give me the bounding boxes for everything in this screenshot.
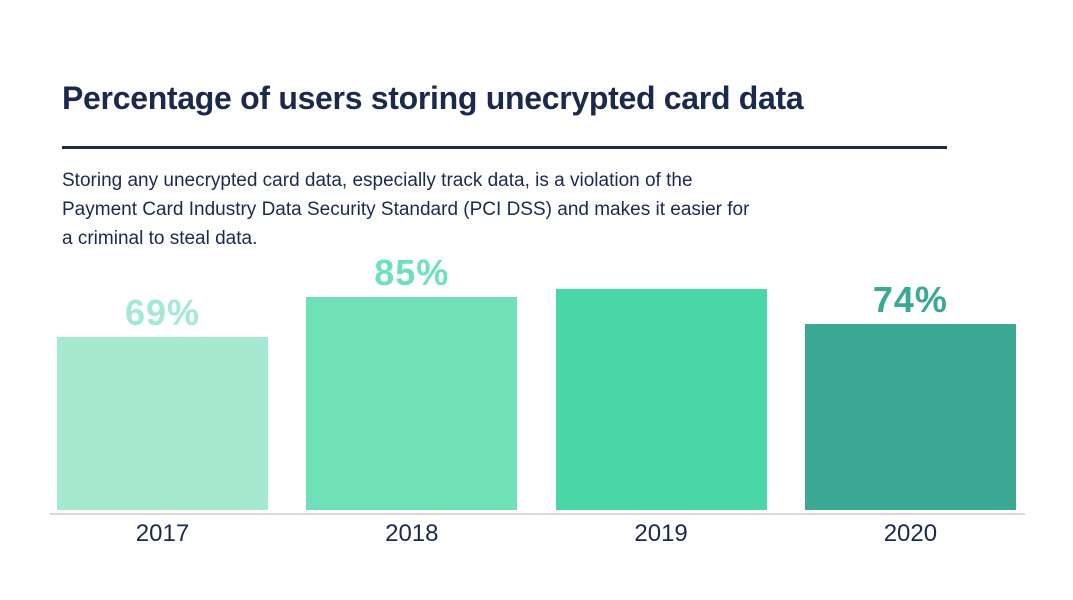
description-line: a criminal to steal data. [62,228,258,249]
description-line: Storing any unecrypted card data, especi… [62,170,693,191]
bar-2019 [555,289,767,510]
x-tick-label-2018: 2018 [385,520,439,547]
x-axis-line [50,513,1025,515]
bar-value-label-2018: 85% [374,252,450,293]
description-line: Payment Card Industry Data Security Stan… [62,199,750,220]
page-title: Percentage of users storing unecrypted c… [62,80,804,116]
bar-2020 [804,324,1016,510]
bar-2017 [57,337,268,510]
bar-value-label-2017: 69% [124,292,201,333]
bar-2018 [306,297,518,510]
x-tick-label-2019: 2019 [634,520,688,547]
x-tick-label-2020: 2020 [883,520,938,547]
x-tick-label-2017: 2017 [135,520,190,547]
bar-value-label-2020: 74% [872,279,948,320]
description-text: Storing any unecrypted card data, especi… [62,166,749,253]
title-underline [62,146,947,149]
